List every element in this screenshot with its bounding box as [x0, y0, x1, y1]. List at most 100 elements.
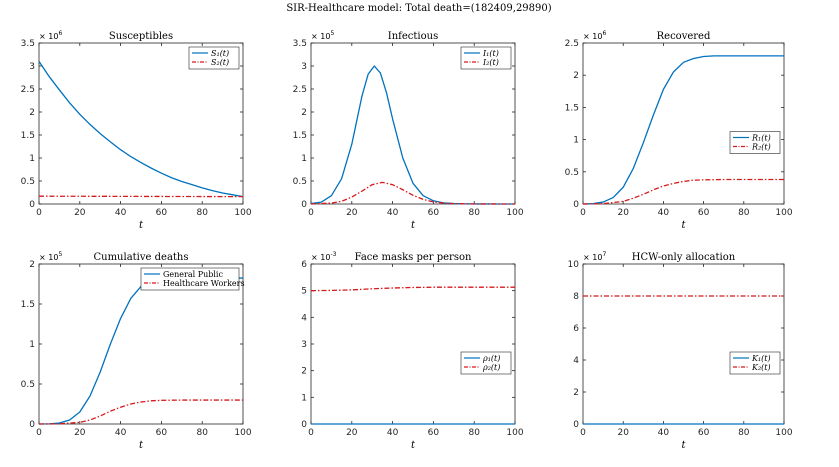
- x-axis-label: t: [411, 220, 416, 231]
- x-tick-label: 80: [196, 428, 208, 438]
- y-exponent-label: × 105: [311, 30, 334, 41]
- y-exponent-label: × 105: [39, 251, 62, 262]
- x-tick-label: 60: [698, 428, 710, 438]
- x-axis-label: t: [681, 440, 686, 451]
- legend-box: [140, 267, 240, 291]
- y-tick-label: 1: [29, 154, 35, 164]
- legend-label: R₁(t): [751, 134, 771, 143]
- legend: ρ₁(t)ρ₂(t): [460, 351, 512, 375]
- y-tick-label: 8: [573, 292, 579, 302]
- y-tick-label: 1.5: [293, 131, 307, 141]
- y-tick-label: 3: [301, 62, 307, 72]
- x-tick-label: 60: [428, 428, 440, 438]
- y-tick-label: 6: [301, 260, 307, 270]
- x-tick-label: 40: [115, 208, 127, 218]
- x-axis-label: t: [139, 440, 144, 451]
- y-tick-label: 3: [29, 62, 35, 72]
- chart-title: Infectious: [388, 31, 438, 42]
- x-tick-label: 0: [36, 208, 42, 218]
- y-tick-label: 2: [301, 367, 307, 377]
- y-tick-label: 0: [301, 200, 307, 210]
- y-tick-label: 10: [568, 260, 580, 270]
- legend-label: I₂(t): [482, 58, 499, 67]
- x-tick-label: 100: [506, 208, 523, 218]
- x-tick-label: 100: [775, 208, 792, 218]
- y-exponent-label: × 10-3: [311, 251, 337, 262]
- x-tick-label: 0: [580, 208, 586, 218]
- y-tick-label: 2: [573, 388, 579, 398]
- x-axis-label: t: [681, 220, 686, 231]
- chart-title: Susceptibles: [109, 31, 173, 42]
- y-tick-label: 1: [29, 340, 35, 350]
- x-tick-label: 20: [74, 428, 86, 438]
- legend-label: R₂(t): [751, 143, 771, 152]
- y-tick-label: 0: [29, 200, 35, 210]
- plot-area: [38, 263, 244, 425]
- chart-panel-3: Recovered × 106 0 20 40 60 80 100 0 0.5 1 1.5 2 2.5 t R…: [565, 30, 793, 231]
- plot-area: [38, 42, 244, 205]
- x-tick-label: 60: [428, 208, 440, 218]
- legend-label: S₂(t): [211, 58, 229, 67]
- y-tick-label: 0: [29, 420, 35, 430]
- y-tick-label: 3.5: [21, 39, 35, 49]
- x-tick-label: 20: [617, 208, 629, 218]
- chart-panel-5: Face masks per person × 10-3 0 20 40 60 80 100 0…: [301, 251, 524, 451]
- y-tick-label: 4: [573, 356, 579, 366]
- x-axis-label: t: [139, 220, 144, 231]
- y-exponent-label: × 107: [583, 251, 606, 262]
- x-tick-label: 100: [234, 208, 251, 218]
- chart-title: HCW-only allocation: [632, 252, 736, 263]
- plot-area: [582, 42, 785, 205]
- legend: K₁(t)K₂(t): [729, 351, 781, 375]
- legend: I₁(t)I₂(t): [460, 46, 512, 70]
- legend-label: I₁(t): [482, 49, 499, 58]
- y-tick-label: 0.5: [293, 177, 307, 187]
- x-tick-label: 20: [346, 428, 358, 438]
- x-tick-label: 20: [346, 208, 358, 218]
- chart-title: Cumulative deaths: [93, 252, 188, 263]
- legend-label: Healthcare Workers: [163, 279, 245, 288]
- series-line-2: [38, 399, 243, 425]
- y-tick-label: 2: [29, 260, 35, 270]
- y-exponent-label: × 106: [583, 30, 606, 41]
- y-tick-label: 0: [573, 420, 579, 430]
- chart-panel-6: HCW-only allocation × 107 0 20 40 60 80 100 0 2 4 6…: [568, 251, 793, 451]
- chart-title: Recovered: [657, 31, 711, 42]
- x-tick-label: 80: [468, 428, 480, 438]
- series-line-1: [38, 61, 244, 198]
- y-tick-label: 2.5: [21, 85, 35, 95]
- y-tick-label: 3.5: [293, 39, 307, 49]
- y-tick-label: 0: [573, 200, 579, 210]
- x-tick-label: 60: [156, 208, 168, 218]
- y-tick-label: 2.5: [565, 39, 579, 49]
- y-tick-label: 0.5: [21, 380, 35, 390]
- series-line-1: [582, 55, 784, 205]
- y-tick-label: 2.5: [293, 85, 307, 95]
- x-tick-label: 20: [617, 428, 629, 438]
- x-tick-label: 80: [738, 428, 750, 438]
- series-line-2: [582, 178, 784, 205]
- y-tick-label: 2: [573, 71, 579, 81]
- y-tick-label: 0.5: [21, 177, 35, 187]
- legend-label: K₁(t): [751, 354, 771, 363]
- series-line-2: [310, 181, 516, 205]
- x-tick-label: 80: [468, 208, 480, 218]
- plot-area: [582, 263, 785, 425]
- x-tick-label: 0: [308, 428, 314, 438]
- y-tick-label: 1.5: [21, 131, 35, 141]
- x-tick-label: 100: [234, 428, 251, 438]
- x-tick-label: 40: [387, 428, 399, 438]
- y-tick-label: 1: [573, 136, 579, 146]
- x-tick-label: 60: [698, 208, 710, 218]
- y-tick-label: 0: [301, 420, 307, 430]
- x-tick-label: 0: [36, 428, 42, 438]
- plot-area: [310, 42, 516, 205]
- x-tick-label: 40: [387, 208, 399, 218]
- legend-label: ρ₂(t): [482, 363, 500, 372]
- chart-panel-4: Cumulative deaths × 105 0 20 40 60 80 100 0 0.5 1 1…: [21, 251, 252, 451]
- x-tick-label: 20: [74, 208, 86, 218]
- x-tick-label: 100: [775, 428, 792, 438]
- y-tick-label: 1: [301, 393, 307, 403]
